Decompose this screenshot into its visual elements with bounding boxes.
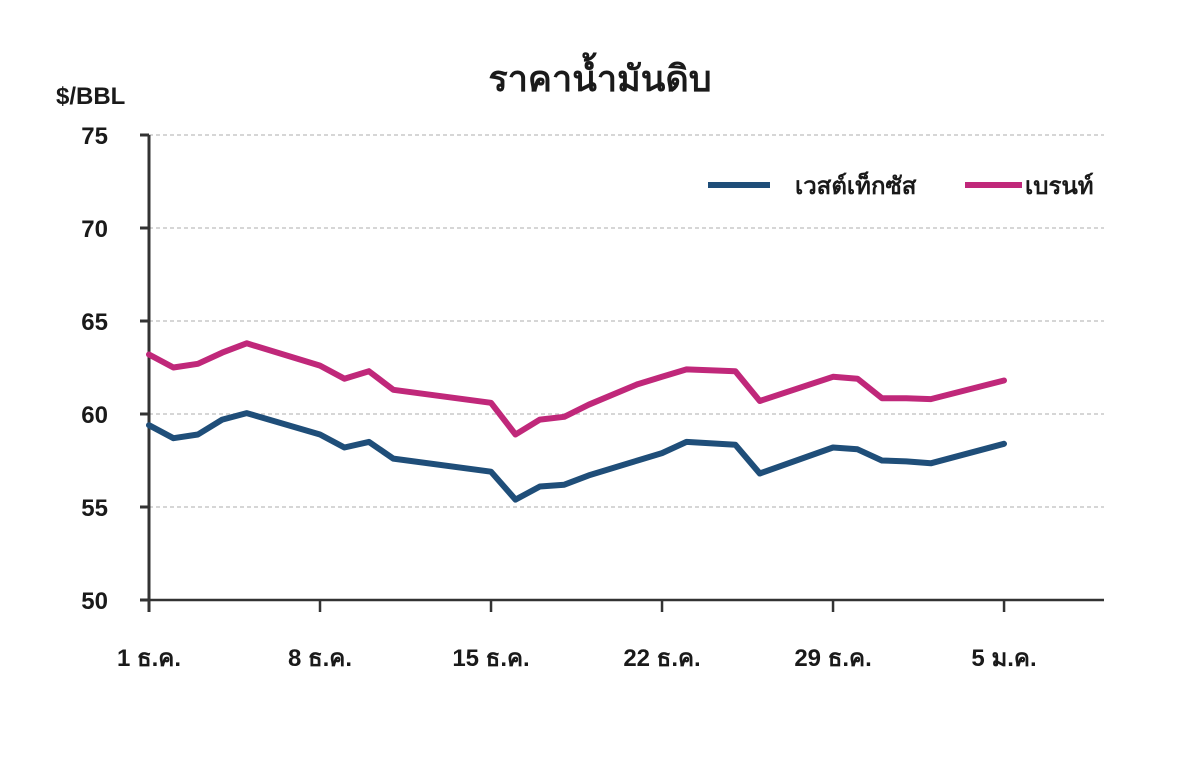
y-tick-label: 70 xyxy=(81,216,108,243)
y-tick-label: 75 xyxy=(81,123,108,150)
axes xyxy=(140,135,1104,612)
x-tick-label: 8 ธ.ค. xyxy=(288,645,352,672)
chart-title: ราคาน้ำมันดิบ xyxy=(488,59,712,100)
x-tick-label: 5 ม.ค. xyxy=(971,645,1036,672)
x-tick-label: 1 ธ.ค. xyxy=(117,645,181,672)
y-tick-label: 60 xyxy=(81,402,108,429)
legend: เวสต์เท็กซัส เบรนท์ xyxy=(708,171,1094,200)
series-line-wti xyxy=(146,410,1007,503)
y-axis-ticks: 50 55 60 65 70 75 xyxy=(81,123,149,615)
x-tick-label: 22 ธ.ค. xyxy=(623,645,700,672)
y-tick-label: 55 xyxy=(81,495,108,522)
legend-label-brent: เบรนท์ xyxy=(1025,172,1094,200)
series-line-brent xyxy=(146,340,1007,438)
x-tick-label: 29 ธ.ค. xyxy=(794,645,871,672)
x-tick-label: 15 ธ.ค. xyxy=(452,645,529,672)
gridlines xyxy=(149,134,1104,508)
x-axis-ticks: 1 ธ.ค. 8 ธ.ค. 15 ธ.ค. 22 ธ.ค. 29 ธ.ค. 5 ม.ค. xyxy=(117,600,1037,672)
y-axis-unit-label: $/BBL xyxy=(56,83,126,110)
y-tick-label: 65 xyxy=(81,309,108,336)
legend-label-wti: เวสต์เท็กซัส xyxy=(795,171,917,200)
series-lines xyxy=(146,340,1007,503)
y-tick-label: 50 xyxy=(81,588,108,615)
